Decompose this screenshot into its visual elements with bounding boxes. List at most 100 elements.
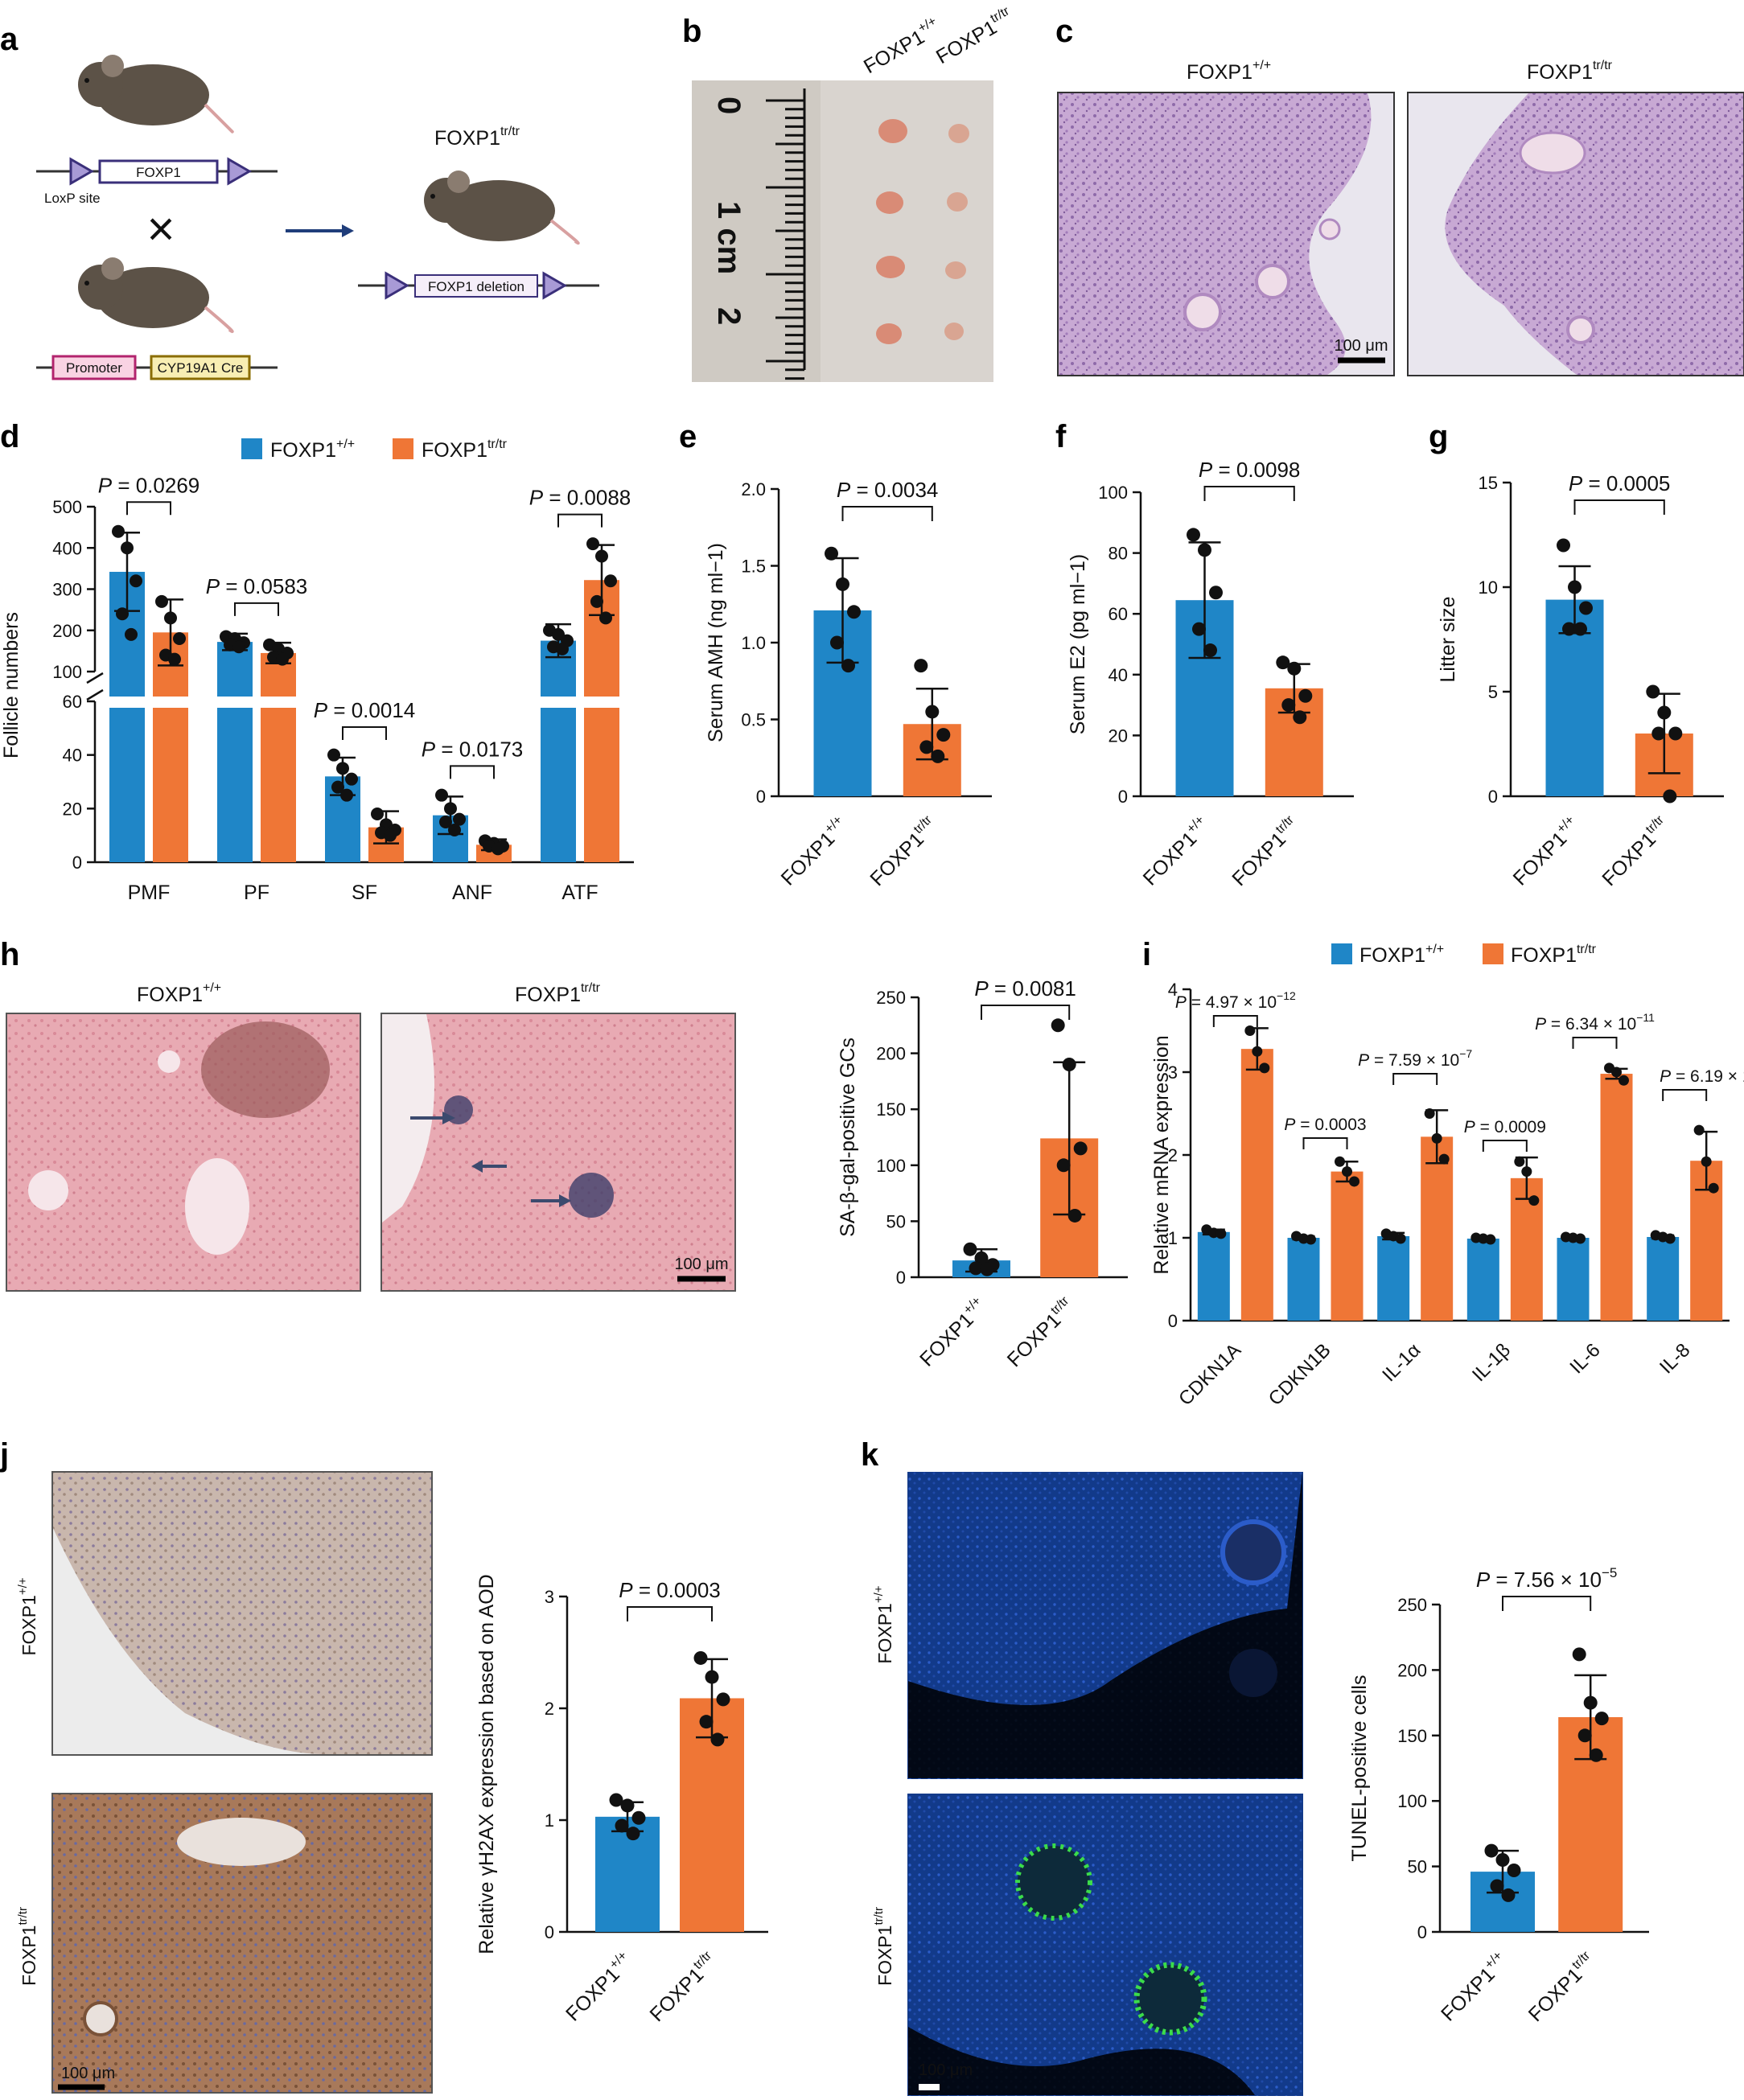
panel-letter-b: b: [682, 14, 701, 49]
h-label-ko: FOXP1tr/tr: [515, 981, 601, 1006]
y-tick-label: 0: [1417, 1922, 1427, 1942]
data-point: [345, 772, 358, 786]
legend-label-wt: FOXP1+/+: [1359, 943, 1444, 967]
y-tick-label: 4: [1168, 980, 1178, 1000]
scale-bar-label: 100 μm: [674, 1255, 728, 1273]
c-label-ko: FOXP1tr/tr: [1527, 59, 1613, 84]
panel-letter-d: d: [0, 419, 19, 454]
significance-bracket: [627, 1606, 713, 1621]
data-point: [609, 1793, 623, 1807]
y-tick-label: 200: [52, 621, 82, 641]
micrograph-ko: [380, 1013, 736, 1292]
data-point: [914, 659, 928, 673]
axis-break-band: [323, 697, 406, 708]
y-tick-label: 1.0: [741, 633, 766, 653]
panel-letter-e: e: [679, 419, 697, 454]
y-tick-label: 40: [1109, 665, 1128, 685]
p-value-label: P = 0.0009: [1464, 1118, 1546, 1136]
data-point: [1306, 1234, 1316, 1245]
data-point: [331, 780, 344, 794]
data-point: [1051, 1018, 1065, 1033]
data-point: [327, 748, 340, 762]
data-point: [1287, 661, 1302, 676]
p-symbol: P: [98, 473, 113, 497]
data-point: [1557, 538, 1570, 553]
data-point: [925, 705, 940, 719]
bar-wt: [541, 640, 576, 862]
j-row-label-ko: FOXP1tr/tr: [16, 1907, 39, 1986]
data-point: [1579, 601, 1593, 615]
p-symbol: P: [314, 698, 328, 722]
ovary-samples: [876, 119, 969, 344]
data-point: [116, 607, 129, 621]
y-tick-label: 3: [1168, 1062, 1178, 1083]
data-point: [931, 749, 945, 763]
data-point: [1215, 1228, 1227, 1239]
p-symbol: P: [1535, 1015, 1546, 1034]
y-tick-label: 250: [876, 988, 906, 1008]
p-exponent: −12: [1277, 989, 1296, 1002]
x-tick-label: ATF: [561, 882, 598, 904]
y-tick-label: 250: [1397, 1595, 1427, 1615]
x-tick-label: FOXP1+/+: [1436, 1949, 1513, 2026]
x-tick-label-base: FOXP1: [915, 1309, 978, 1371]
y-tick-label: 300: [52, 580, 82, 600]
data-point: [384, 828, 397, 842]
legend-label-wt-base: FOXP1: [270, 439, 336, 462]
data-point: [599, 611, 612, 625]
p-value-label: P = 4.97 × 10−12: [1175, 989, 1296, 1012]
data-point: [1589, 1748, 1603, 1762]
y-tick-label: 3: [545, 1587, 554, 1607]
data-point: [121, 541, 134, 555]
legend-label-wt: FOXP1+/+: [270, 438, 355, 462]
data-point: [435, 788, 448, 802]
p-symbol: P: [1660, 1067, 1671, 1086]
panel-letter-f: f: [1055, 419, 1067, 454]
data-point: [1067, 1208, 1082, 1223]
p-symbol: P: [619, 1578, 633, 1602]
p-symbol: P: [1175, 993, 1187, 1012]
mouse-icon: [78, 257, 234, 334]
data-point: [1335, 1156, 1345, 1167]
x-tick-label-base: FOXP1: [1139, 828, 1202, 890]
data-point: [1062, 1058, 1076, 1072]
significance-bracket: [1482, 1140, 1528, 1152]
data-point: [825, 546, 838, 561]
x-tick-label-base: FOXP1: [561, 1963, 624, 2026]
panel-letter-a: a: [0, 22, 19, 57]
panel-k-tunel: 100 μm FOXP1+/+ FOXP1tr/tr: [872, 1472, 1303, 2096]
p-symbol: P: [1358, 1051, 1369, 1070]
data-point: [1438, 1153, 1450, 1165]
p-symbol: P: [206, 574, 220, 598]
p-value-label: P = 0.0583: [206, 574, 308, 598]
x-tick-label-base: FOXP1: [777, 828, 840, 890]
x-tick-label-base: FOXP1: [1437, 1963, 1499, 2026]
y-tick-label: 0: [545, 1922, 554, 1942]
y-tick-label: 200: [876, 1044, 906, 1064]
y-tick-label: 1: [545, 1810, 554, 1831]
chart-i: 0 1 2 3 4 Relative mRNA expression CDKN1A P = 4…: [1150, 943, 1744, 1410]
y-tick-label: 0: [1488, 787, 1498, 807]
c-label-wt: FOXP1+/+: [1187, 59, 1271, 84]
significance-bracket: [234, 602, 279, 616]
axis-break-mark: [86, 672, 104, 684]
data-point: [1276, 655, 1290, 670]
x-tick-label: ANF: [452, 882, 492, 904]
p-exponent: −11: [1636, 1011, 1655, 1024]
y-tick-label: 100: [1397, 1791, 1427, 1811]
data-point: [1668, 726, 1683, 741]
panel-letter-j: j: [0, 1437, 9, 1473]
y-tick-label: 500: [52, 497, 82, 517]
data-point: [1575, 1233, 1586, 1244]
k-row-label-ko: FOXP1tr/tr: [872, 1907, 895, 1986]
y-tick-label: 60: [63, 692, 82, 712]
x-tick-label: FOXP1tr/tr: [1597, 813, 1675, 891]
y-tick-label: 15: [1479, 473, 1498, 493]
significance-bracket: [557, 513, 603, 528]
significance-bracket: [1392, 1073, 1438, 1085]
bar-wt: [1557, 1238, 1590, 1321]
legend-label-wt-base: FOXP1: [1359, 944, 1425, 967]
data-point: [276, 652, 289, 666]
y-tick-label: 50: [886, 1211, 906, 1231]
x-tick-label: CDKN1B: [1265, 1339, 1335, 1410]
